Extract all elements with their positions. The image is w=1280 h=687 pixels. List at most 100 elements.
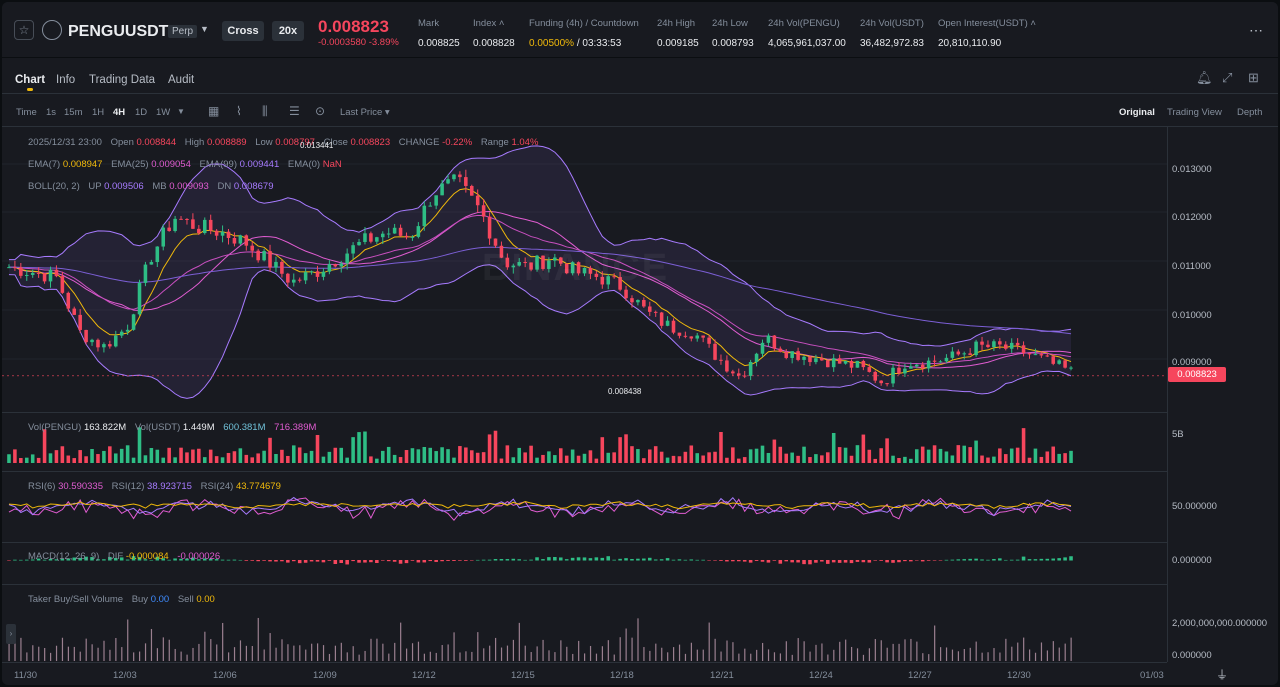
interval-4h[interactable]: 4H bbox=[113, 107, 126, 118]
price-axis[interactable] bbox=[1167, 127, 1278, 662]
candle-body bbox=[843, 360, 848, 364]
volume-bar bbox=[303, 453, 308, 463]
taker-volume-bar bbox=[263, 649, 265, 661]
view-depth[interactable]: Depth bbox=[1237, 107, 1263, 118]
macd-histogram-bar bbox=[772, 560, 777, 561]
view-trading-view[interactable]: Trading View bbox=[1167, 107, 1222, 118]
candle-body bbox=[523, 262, 527, 264]
candle-type-icon[interactable]: ⫼ bbox=[262, 104, 268, 118]
volume-bar bbox=[446, 449, 450, 463]
interval-1h[interactable]: 1H bbox=[92, 107, 105, 118]
candle-body bbox=[547, 260, 551, 269]
view-original[interactable]: Original bbox=[1119, 107, 1155, 118]
taker-volume-bar bbox=[690, 642, 692, 661]
taker-volume-bar bbox=[222, 622, 224, 661]
margin-mode-button[interactable]: Cross bbox=[222, 21, 264, 41]
interval-1s[interactable]: 1s bbox=[46, 107, 57, 118]
macd-histogram-bar bbox=[570, 557, 575, 561]
taker-volume-bar bbox=[512, 639, 514, 661]
volume-bar bbox=[333, 447, 338, 463]
interval-15m[interactable]: 15m bbox=[64, 107, 83, 118]
boll-upper-line bbox=[8, 145, 1072, 347]
candle-body bbox=[802, 356, 806, 360]
volume-bar bbox=[499, 458, 504, 463]
volume-bar bbox=[653, 446, 658, 463]
symbol-name[interactable]: PENGUUSDT bbox=[68, 23, 169, 40]
candle-body bbox=[879, 380, 883, 384]
taker-volume-bar bbox=[957, 651, 959, 661]
candle-body bbox=[499, 245, 504, 258]
volume-bar bbox=[974, 440, 978, 463]
price-type-select[interactable]: Last Price ▾ bbox=[340, 107, 390, 118]
candle-body bbox=[173, 218, 177, 232]
taker-volume-bar bbox=[601, 646, 603, 661]
macd-histogram-bar bbox=[814, 560, 818, 563]
taker-volume-bar bbox=[874, 639, 876, 661]
interval-1d[interactable]: 1D bbox=[135, 107, 148, 118]
calendar-icon[interactable]: ▦ bbox=[208, 104, 220, 118]
volume-bar bbox=[464, 447, 468, 463]
macd-histogram-bar bbox=[440, 560, 444, 562]
drawing-tool-icon[interactable]: ⊙ bbox=[315, 104, 326, 118]
grid-layout-icon[interactable]: ⊞ bbox=[1248, 70, 1259, 85]
interval-dropdown-chevron-down-icon[interactable]: ▼ bbox=[177, 107, 185, 116]
volume-bar bbox=[19, 458, 23, 463]
tab-chart[interactable]: Chart bbox=[15, 74, 46, 86]
macd-histogram-bar bbox=[238, 559, 243, 561]
expand-icon[interactable]: ⤢ bbox=[1222, 70, 1233, 85]
current-price-tag: 0.008823 bbox=[1168, 367, 1226, 382]
taker-volume-bar bbox=[483, 648, 485, 661]
taker-volume-bar bbox=[975, 641, 977, 661]
tab-info[interactable]: Info bbox=[56, 74, 76, 86]
stat-label[interactable]: Mark bbox=[418, 18, 440, 29]
candle-body bbox=[36, 272, 41, 274]
macd-histogram-bar bbox=[380, 560, 385, 561]
macd-histogram-bar bbox=[84, 556, 88, 561]
candle-body bbox=[369, 233, 373, 242]
volume-bar bbox=[849, 455, 854, 463]
taker-volume-bar bbox=[880, 640, 882, 661]
axis-settings-icon[interactable]: ⏚ bbox=[1216, 668, 1229, 682]
macd-histogram-bar bbox=[689, 559, 694, 561]
chart-settings-icon[interactable]: ☰ bbox=[289, 104, 300, 118]
favorite-star-icon[interactable]: ☆ bbox=[14, 20, 34, 40]
tab-trading-data[interactable]: Trading Data bbox=[89, 74, 156, 86]
volume-bar bbox=[66, 455, 71, 463]
macd-histogram-bar bbox=[167, 559, 171, 561]
macd-histogram-bar bbox=[849, 560, 854, 564]
volume-bar bbox=[796, 455, 800, 463]
taker-volume-bar bbox=[1011, 646, 1013, 661]
taker-volume-bar bbox=[233, 647, 236, 661]
candle-body bbox=[636, 300, 640, 303]
indicators-icon[interactable]: ⌇ bbox=[236, 104, 242, 118]
candle-body bbox=[202, 219, 207, 234]
symbol-dropdown-chevron-down-icon[interactable]: ▼ bbox=[200, 24, 209, 34]
taker-volume-bar bbox=[50, 652, 52, 661]
volume-bar bbox=[173, 457, 177, 463]
candle-body bbox=[736, 373, 741, 376]
alert-bell-icon[interactable]: 🔔︎ bbox=[1196, 70, 1213, 85]
stat-label[interactable]: Index ˄ bbox=[473, 18, 505, 29]
volume-bar bbox=[914, 449, 919, 463]
price-change: -0.0003580 -3.89% bbox=[318, 37, 399, 48]
scroll-left-chevron-icon[interactable]: › bbox=[6, 624, 16, 644]
taker-volume-bar bbox=[162, 637, 164, 661]
stat-label[interactable]: Funding (4h) / Countdown bbox=[529, 18, 639, 29]
taker-volume-bar bbox=[85, 638, 87, 661]
volume-bar bbox=[938, 448, 943, 463]
volume-bar bbox=[274, 454, 278, 463]
tab-audit[interactable]: Audit bbox=[168, 74, 195, 86]
interval-1w[interactable]: 1W bbox=[156, 107, 171, 118]
macd-histogram-bar bbox=[576, 557, 581, 561]
macd-histogram-bar bbox=[831, 560, 836, 563]
candlestick-chart[interactable] bbox=[2, 127, 1167, 662]
candle-body bbox=[707, 337, 711, 344]
interval-time[interactable]: Time bbox=[16, 107, 37, 118]
leverage-button[interactable]: 20x bbox=[272, 21, 304, 41]
macd-histogram-bar bbox=[131, 556, 136, 561]
volume-bar bbox=[208, 449, 213, 463]
macd-histogram-bar bbox=[695, 559, 700, 561]
more-options-icon[interactable]: ⋯ bbox=[1249, 22, 1264, 38]
stat-label[interactable]: Open Interest(USDT) ˄ bbox=[938, 18, 1036, 29]
volume-bar bbox=[760, 445, 765, 463]
